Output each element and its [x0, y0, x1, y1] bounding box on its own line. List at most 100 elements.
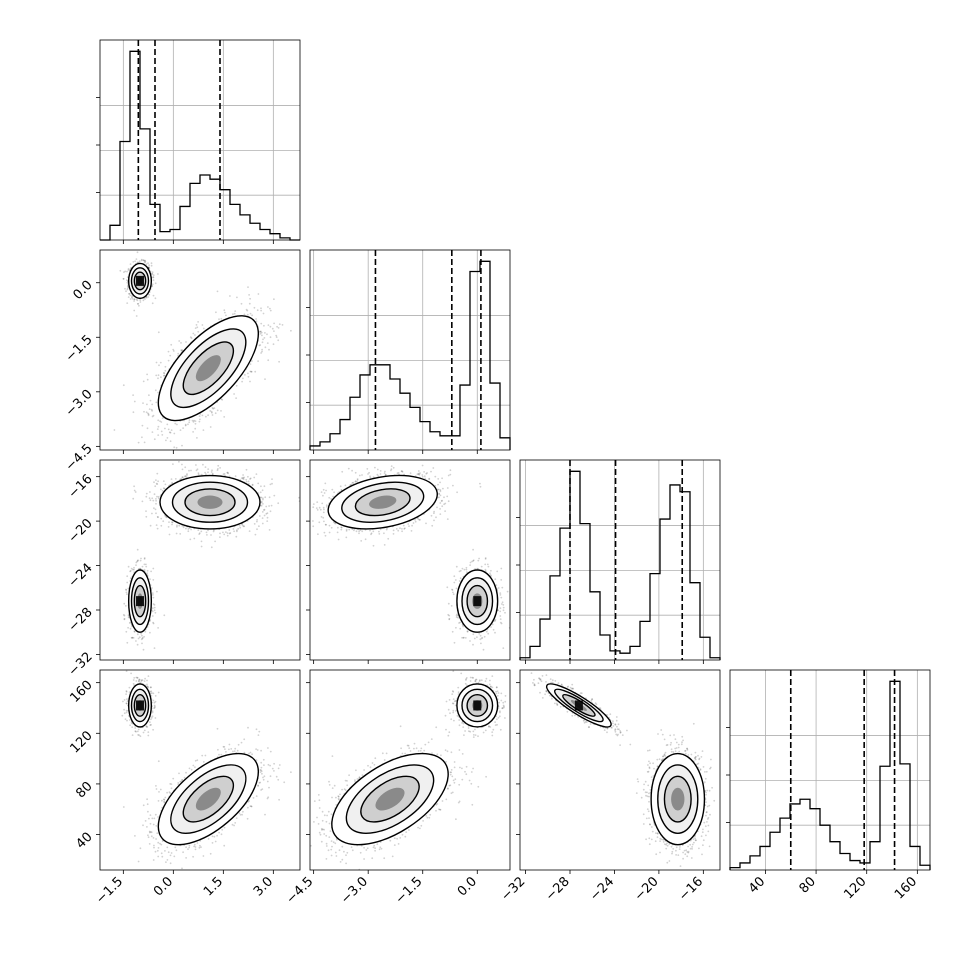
- sample-point: [136, 299, 139, 302]
- sample-point: [143, 441, 146, 444]
- sample-point: [146, 403, 148, 406]
- sample-point: [260, 500, 263, 503]
- sample-point: [152, 414, 155, 417]
- sample-point: [133, 630, 136, 633]
- scatter-content: [113, 251, 292, 449]
- sample-point: [218, 318, 220, 321]
- sample-point: [127, 269, 130, 271]
- sample-point: [217, 468, 219, 470]
- sample-point: [262, 497, 264, 500]
- sample-point: [249, 297, 252, 300]
- sample-point: [145, 515, 148, 518]
- sample-point: [250, 370, 253, 373]
- sample-point: [251, 484, 254, 487]
- sample-point: [189, 538, 192, 541]
- sample-point: [130, 567, 133, 570]
- sample-point: [170, 343, 173, 346]
- sample-point: [196, 468, 199, 471]
- sample-point: [151, 497, 154, 500]
- sample-point: [197, 330, 200, 333]
- sample-point: [223, 416, 226, 418]
- sample-point: [152, 279, 155, 281]
- sample-point: [268, 348, 270, 351]
- sample-point: [228, 532, 231, 535]
- sample-point: [198, 420, 201, 423]
- sample-point: [256, 309, 259, 312]
- sample-point: [157, 516, 159, 519]
- sample-point: [262, 338, 264, 341]
- sample-point: [269, 309, 272, 312]
- sample-point: [148, 408, 151, 410]
- sample-point: [242, 477, 244, 480]
- sample-point: [145, 263, 148, 266]
- sample-point: [253, 306, 256, 309]
- sample-point: [126, 288, 129, 291]
- sample-point: [197, 529, 200, 531]
- sample-point: [148, 266, 151, 269]
- sample-point: [164, 369, 167, 372]
- sample-point: [180, 478, 183, 480]
- sample-point: [137, 302, 140, 305]
- sample-point: [211, 473, 214, 476]
- sample-point: [263, 324, 265, 327]
- sample-point: [157, 377, 159, 380]
- sample-point: [136, 643, 139, 646]
- sample-point: [216, 409, 219, 412]
- sample-point: [260, 331, 263, 334]
- sample-point: [229, 295, 231, 297]
- sample-point: [214, 540, 217, 543]
- sample-point: [260, 352, 262, 354]
- sample-point: [152, 567, 155, 570]
- sample-point: [238, 524, 241, 527]
- sample-point: [269, 510, 272, 513]
- sample-point: [268, 496, 271, 499]
- histogram-step-line: [309, 260, 511, 450]
- sample-point: [179, 429, 182, 431]
- sample-point: [139, 301, 142, 303]
- sample-point: [272, 343, 275, 346]
- sample-point: [264, 378, 266, 380]
- sample-point: [220, 317, 223, 320]
- sample-point: [275, 334, 278, 337]
- sample-point: [194, 334, 196, 336]
- sample-point: [257, 293, 260, 295]
- sample-point: [127, 267, 130, 270]
- sample-point: [249, 478, 251, 480]
- sample-point: [162, 480, 165, 483]
- density-peak: [204, 363, 212, 373]
- sample-point: [249, 312, 252, 315]
- sample-point: [290, 329, 292, 332]
- sample-point: [269, 336, 272, 339]
- sample-point: [147, 412, 149, 415]
- sample-point: [137, 637, 140, 640]
- sample-point: [132, 394, 135, 396]
- sample-point: [176, 524, 178, 527]
- sample-point: [242, 478, 245, 480]
- sample-point: [207, 414, 210, 417]
- sample-point: [158, 364, 160, 367]
- sample-point: [126, 581, 129, 584]
- sample-point: [235, 384, 238, 387]
- sample-point: [188, 419, 191, 421]
- sample-point: [164, 365, 167, 368]
- sample-point: [125, 630, 128, 633]
- sample-point: [268, 505, 270, 507]
- sample-point: [163, 374, 166, 377]
- sample-point: [143, 557, 146, 559]
- sample-point: [113, 429, 116, 431]
- sample-point: [170, 478, 173, 480]
- sample-point: [150, 408, 153, 411]
- sample-point: [119, 269, 122, 272]
- sample-point: [125, 591, 128, 594]
- sample-point: [202, 327, 205, 330]
- sample-point: [133, 489, 136, 492]
- sample-point: [224, 311, 226, 314]
- sample-point: [185, 476, 188, 478]
- sample-point: [156, 527, 159, 530]
- sample-point: [163, 372, 166, 375]
- sample-point: [207, 468, 210, 470]
- sample-point: [248, 294, 251, 296]
- histogram-panel-1: [306, 249, 511, 454]
- sample-point: [181, 525, 184, 527]
- sample-point: [241, 380, 244, 383]
